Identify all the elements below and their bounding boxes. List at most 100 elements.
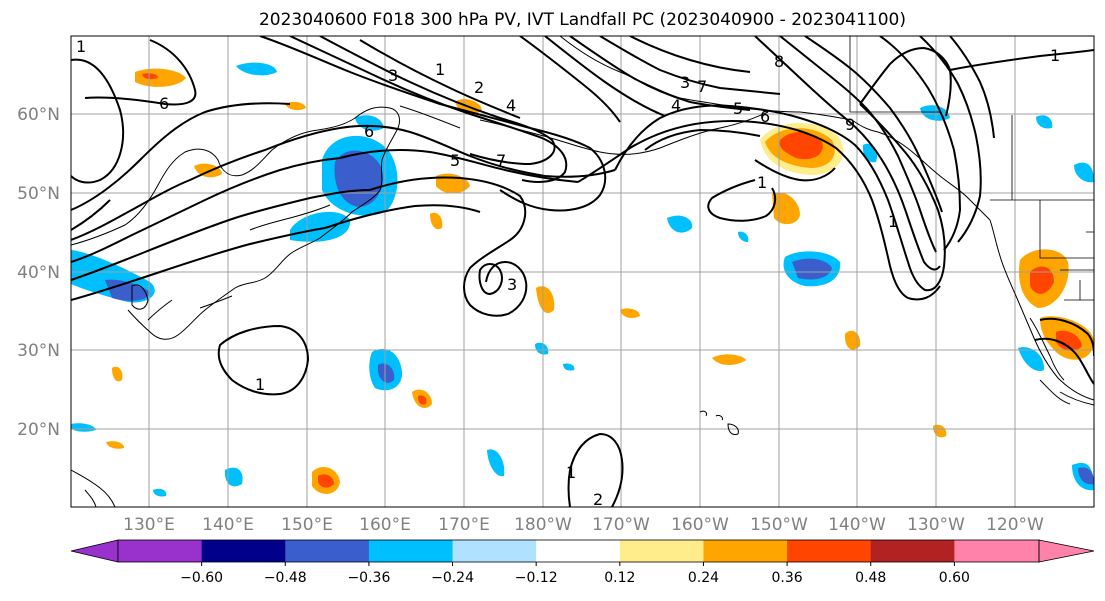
- north-america-coastline: [989, 219, 1094, 401]
- colorbar-segment: [787, 540, 872, 562]
- colorbar-segment: [619, 540, 705, 562]
- baja-california: [1029, 317, 1065, 381]
- contour-label: 6: [364, 122, 374, 141]
- asia-coastline: [71, 106, 401, 340]
- lon-label: 160°E: [359, 515, 411, 535]
- pv-contour: [1034, 337, 1094, 385]
- pv-contour: [71, 199, 111, 231]
- colorbar-tick-label: −0.24: [431, 570, 474, 586]
- colorbar-tick-label: 0.48: [855, 570, 886, 586]
- map-frame: [70, 35, 1095, 508]
- colorbar-segment: [201, 540, 287, 562]
- pv-contour: [324, 204, 481, 229]
- colorbar-segment: [870, 540, 956, 562]
- pv-contour: [71, 102, 291, 211]
- lon-label: 150°W: [750, 515, 808, 535]
- pv-contour: [259, 36, 607, 212]
- philippines-islands: [71, 469, 116, 507]
- pv-contour: [369, 176, 528, 317]
- colorbar-segment: [703, 540, 789, 562]
- contour-label: 9: [845, 115, 855, 134]
- colorbar-segment: [285, 540, 370, 562]
- pv-contour: [707, 179, 777, 222]
- pv-contour: [644, 128, 761, 151]
- colorbar-tick-label: 0.12: [604, 570, 635, 586]
- hawaii-islands: [699, 410, 739, 435]
- positive-anomaly-patches: [106, 68, 1094, 494]
- contour-label: 3: [680, 73, 690, 92]
- colorbar-segment: [118, 540, 203, 562]
- colorbar-tick-label: 0.36: [772, 570, 803, 586]
- pv-contour: [949, 49, 1094, 71]
- pv-contour: [919, 36, 982, 243]
- pv-contour: [339, 149, 579, 183]
- contour-label: 1: [1050, 46, 1060, 65]
- graticule: [71, 36, 1094, 507]
- lon-label: 130°E: [123, 515, 175, 535]
- pv-contour: [71, 58, 124, 184]
- lon-label: 170°E: [438, 515, 490, 535]
- pv-contour: [71, 189, 371, 281]
- pv-contour: [71, 227, 326, 301]
- lon-label: 120°W: [986, 515, 1044, 535]
- pv-contour: [577, 120, 941, 301]
- lon-label: 160°W: [671, 515, 729, 535]
- longitude-labels: 130°E 140°E 150°E 160°E 170°E 180°W 170°…: [123, 515, 1044, 535]
- contour-label: 1: [888, 212, 898, 231]
- pv-contour: [779, 36, 937, 253]
- lon-label: 150°E: [281, 515, 333, 535]
- pv-contour: [319, 36, 556, 166]
- colorbar-segment: [368, 540, 454, 562]
- contour-label: 2: [593, 490, 603, 509]
- pv-contour: [544, 36, 666, 117]
- lat-label: 30°N: [17, 341, 60, 361]
- pv-contours: [71, 36, 1094, 507]
- pv-contour: [754, 159, 836, 182]
- contour-label: 1: [76, 37, 86, 56]
- lon-label: 140°W: [828, 515, 886, 535]
- pv-contour: [71, 127, 341, 241]
- pv-contour: [217, 324, 310, 396]
- contour-label: 6: [159, 94, 169, 113]
- colorbar-tick-label: −0.48: [264, 570, 307, 586]
- contour-label: 3: [388, 66, 398, 85]
- korea-peninsula: [131, 284, 149, 310]
- pv-contour: [614, 103, 946, 292]
- contour-label: 1: [435, 60, 445, 79]
- kuril-aleutian-chain: [399, 105, 769, 155]
- colorbar-tick-label: −0.60: [180, 570, 223, 586]
- pv-contour: [599, 36, 781, 95]
- japan-islands: [147, 204, 331, 321]
- colorbar: −0.60 −0.48 −0.36 −0.24 −0.12 0.12 0.24 …: [70, 539, 1095, 586]
- contour-label: 1: [757, 173, 767, 192]
- pv-contour: [339, 124, 616, 178]
- lat-label: 40°N: [17, 263, 60, 283]
- pv-contour: [289, 36, 568, 183]
- contour-label: 7: [496, 151, 506, 170]
- colorbar-segment: [452, 540, 538, 562]
- map-panel: 6 3 1 2 4 6 5 7 3 7 4 5 6 8 1 9 1 1 3 1 …: [17, 35, 1095, 535]
- lon-label: 130°W: [907, 515, 965, 535]
- shaded-anomaly-field: [71, 62, 1094, 497]
- colorbar-frame: [117, 539, 1040, 563]
- contour-label: 2: [474, 78, 484, 97]
- pv-contour: [754, 36, 941, 271]
- negative-anomaly-patches: [71, 62, 1094, 497]
- colorbar-segment: [954, 540, 1039, 562]
- latitude-labels: 60°N 50°N 40°N 30°N 20°N: [17, 105, 60, 440]
- contour-label: 3: [507, 275, 517, 294]
- pv-contour: [567, 469, 571, 507]
- contour-label: 6: [760, 107, 770, 126]
- lat-label: 20°N: [17, 420, 60, 440]
- pv-contour: [949, 36, 995, 139]
- lon-label: 180°W: [514, 515, 572, 535]
- colorbar-extend-high: [1038, 539, 1095, 563]
- pv-contour: [71, 157, 341, 263]
- pv-contour: [859, 46, 952, 117]
- colorbar-tick-labels: −0.60 −0.48 −0.36 −0.24 −0.12 0.12 0.24 …: [180, 570, 970, 586]
- colorbar-tick-label: −0.12: [515, 570, 558, 586]
- colorbar-tick-label: −0.36: [347, 570, 390, 586]
- contour-label: 5: [733, 99, 743, 118]
- lat-label: 60°N: [17, 105, 60, 125]
